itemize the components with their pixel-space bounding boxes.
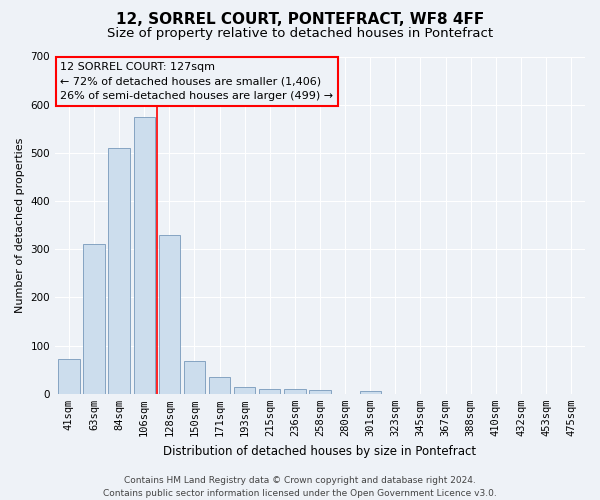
Y-axis label: Number of detached properties: Number of detached properties <box>15 138 25 313</box>
Bar <box>58 359 80 394</box>
Bar <box>209 377 230 394</box>
Text: 12 SORREL COURT: 127sqm
← 72% of detached houses are smaller (1,406)
26% of semi: 12 SORREL COURT: 127sqm ← 72% of detache… <box>61 62 334 101</box>
Bar <box>158 235 180 394</box>
Text: 12, SORREL COURT, PONTEFRACT, WF8 4FF: 12, SORREL COURT, PONTEFRACT, WF8 4FF <box>116 12 484 28</box>
Bar <box>184 361 205 394</box>
Text: Size of property relative to detached houses in Pontefract: Size of property relative to detached ho… <box>107 28 493 40</box>
Bar <box>359 391 381 394</box>
Bar <box>310 390 331 394</box>
X-axis label: Distribution of detached houses by size in Pontefract: Distribution of detached houses by size … <box>163 444 476 458</box>
Bar <box>109 148 130 394</box>
Bar <box>234 386 256 394</box>
Bar <box>134 116 155 394</box>
Bar <box>284 389 305 394</box>
Text: Contains HM Land Registry data © Crown copyright and database right 2024.
Contai: Contains HM Land Registry data © Crown c… <box>103 476 497 498</box>
Bar <box>259 389 280 394</box>
Bar <box>83 244 104 394</box>
